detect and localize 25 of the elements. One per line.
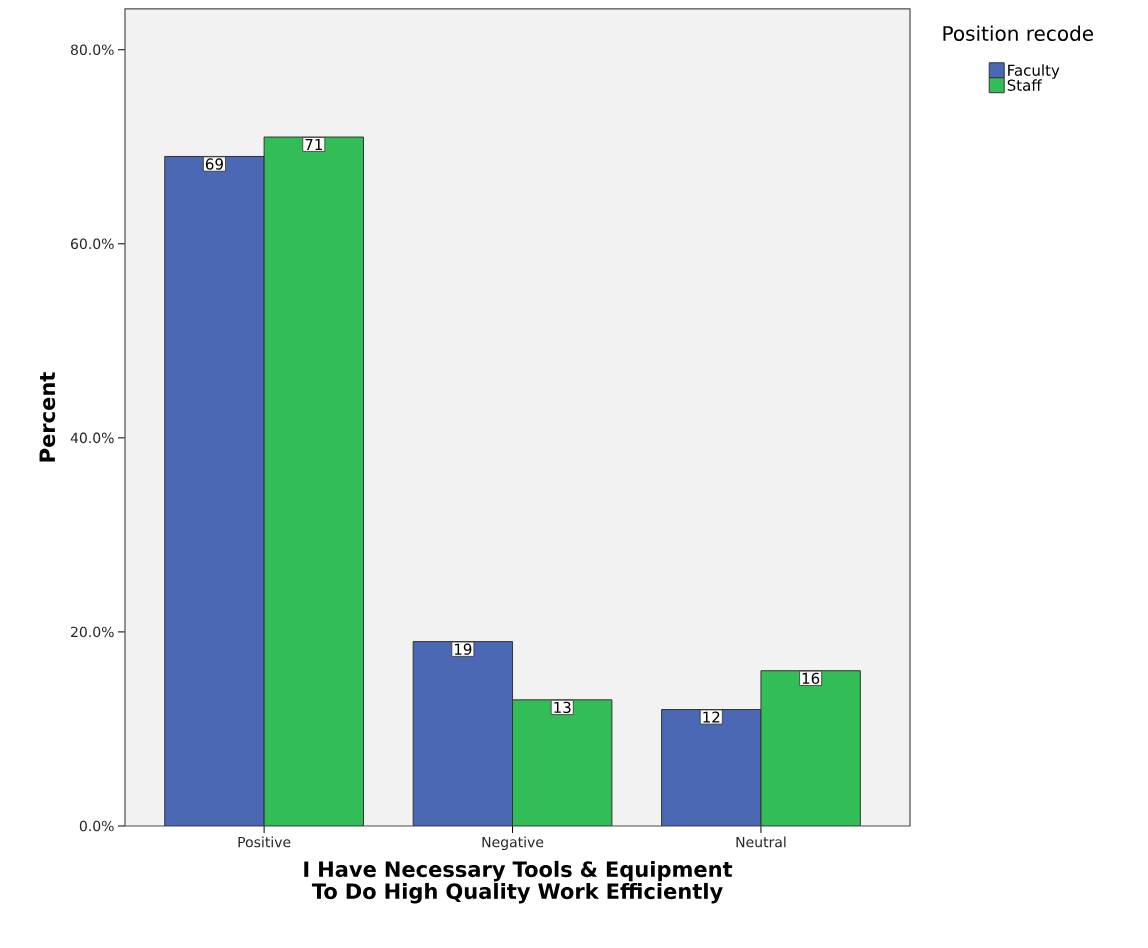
y-tick-label: 60.0% (71, 238, 114, 250)
data-label: 71 (305, 138, 322, 150)
bar (512, 699, 613, 826)
data-label: 69 (205, 158, 223, 170)
legend-label: Faculty (1008, 64, 1060, 79)
bar (264, 137, 364, 826)
data-label: 12 (703, 711, 720, 723)
data-label: 13 (554, 701, 571, 714)
bar (412, 641, 514, 826)
y-tick-label: 20.0% (71, 626, 114, 638)
legend-label: Staff (1007, 79, 1042, 91)
bar (164, 156, 265, 826)
legend-title: Position recode (943, 25, 1094, 41)
data-label: 16 (802, 672, 820, 684)
x-tick-label: Neutral (736, 836, 786, 848)
y-tick-label: 40.0% (70, 432, 114, 444)
x-tick-label: Positive (238, 836, 291, 848)
bar (760, 670, 861, 826)
x-tick-label: Negative (482, 836, 544, 851)
bar (661, 709, 762, 826)
x-axis-title: I Have Necessary Tools & Equipment To Do High Quality Work Efficiently (304, 860, 733, 904)
y-axis-title: Percent (39, 372, 56, 462)
y-tick-label: 0.0% (79, 820, 114, 832)
data-label: 19 (454, 643, 472, 655)
y-tick-label: 80.0% (70, 44, 114, 56)
